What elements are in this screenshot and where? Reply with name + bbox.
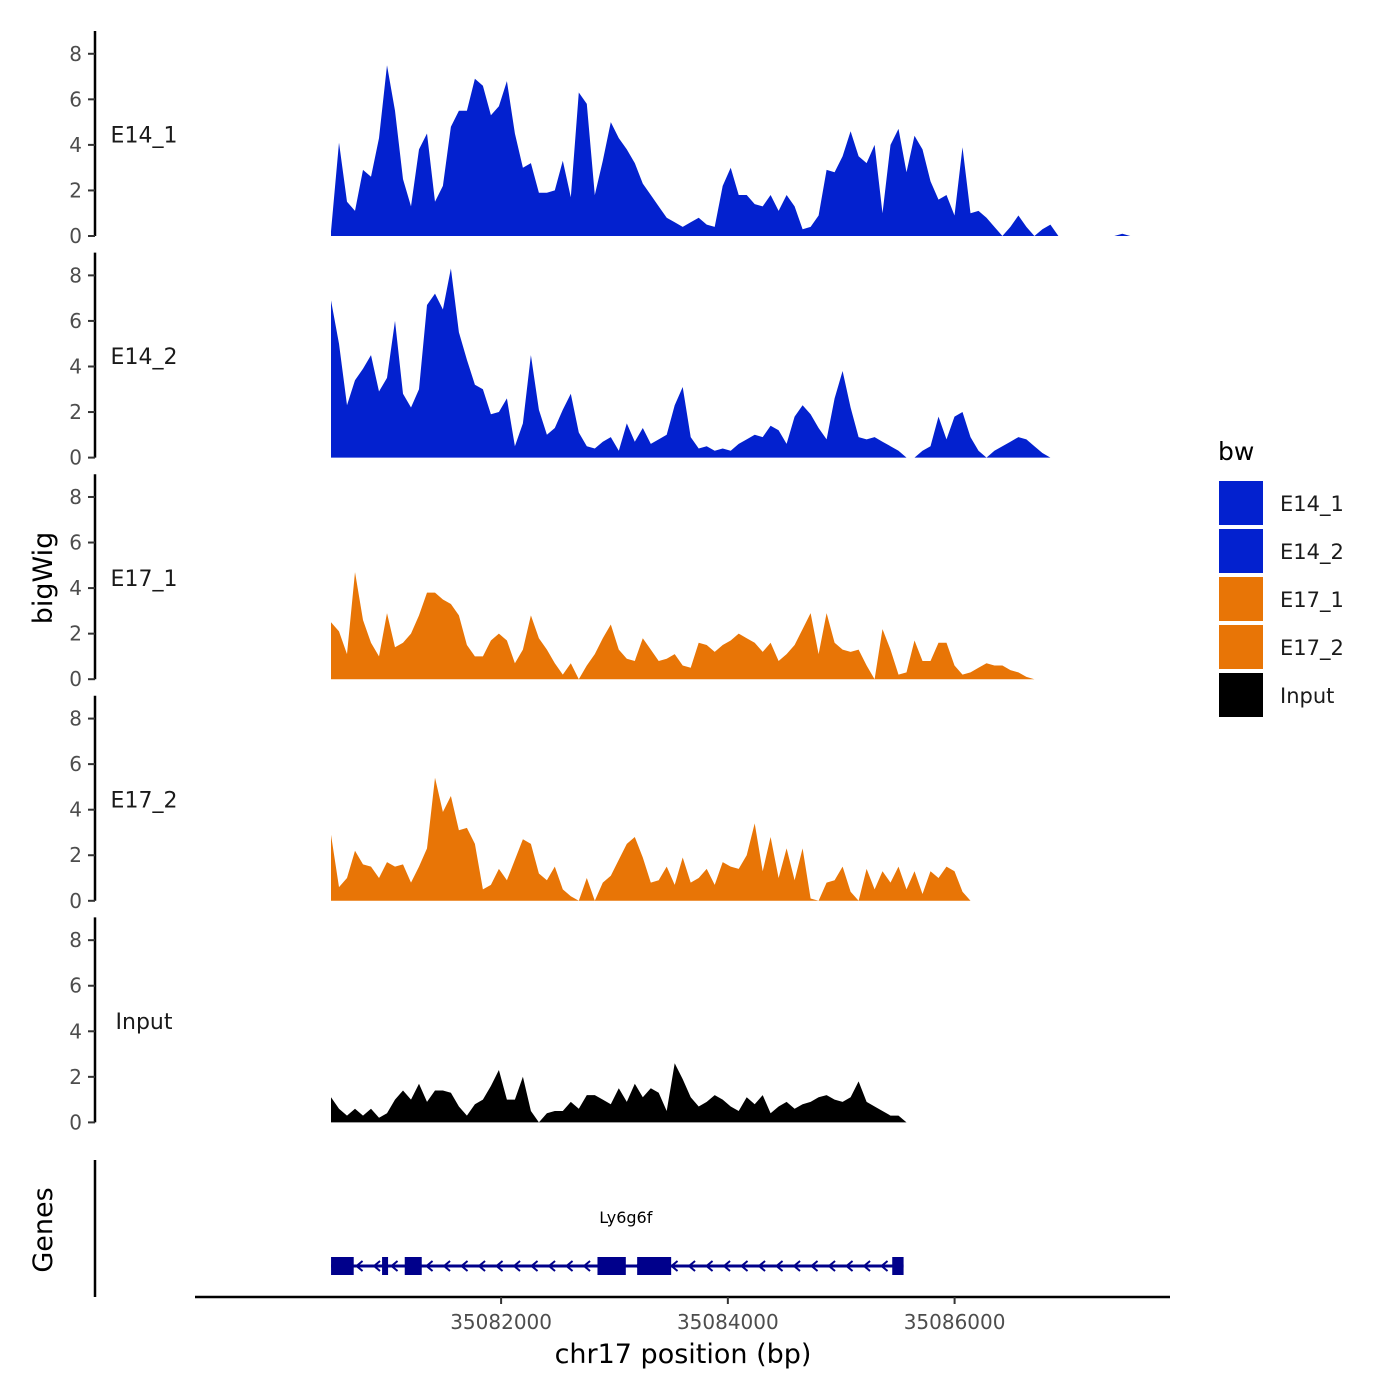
strand-arrow	[687, 1260, 696, 1272]
y-axis-title: bigWig	[28, 532, 59, 625]
coverage-area-E14_1	[331, 65, 1131, 236]
strand-arrow	[792, 1260, 801, 1272]
strand-arrow	[739, 1260, 749, 1272]
y-tick-label: 6	[69, 752, 82, 776]
y-tick-label: 4	[69, 354, 82, 378]
track-E14_2: 0 2 4 6 8 E14_2	[69, 252, 1131, 470]
strand-arrow	[547, 1260, 556, 1272]
y-tick-label: 2	[69, 622, 82, 646]
x-tick-label: 35082000	[450, 1310, 552, 1334]
y-tick-label: 2	[69, 178, 82, 202]
legend-label-E14_1: E14_1	[1280, 492, 1344, 517]
legend-swatch-E14_2	[1219, 529, 1263, 573]
coverage-area-E17_2	[331, 777, 1131, 901]
strand-arrow	[442, 1260, 451, 1272]
track-label: E14_1	[111, 124, 178, 149]
gene-exon	[382, 1257, 389, 1275]
track-label: Input	[116, 1010, 173, 1035]
legend-label-Input: Input	[1280, 684, 1334, 708]
y-tick-label: 2	[69, 1065, 82, 1089]
track-E14_1: 0 2 4 6 8 E14_1	[69, 31, 1131, 248]
x-axis-title: chr17 position (bp)	[555, 1339, 812, 1370]
y-tick-label: 6	[69, 87, 82, 111]
strand-arrow	[669, 1260, 679, 1272]
legend-label-E14_2: E14_2	[1280, 540, 1344, 565]
strand-arrow	[477, 1260, 486, 1272]
strand-arrow	[529, 1260, 539, 1272]
coverage-area-E17_1	[331, 572, 1131, 680]
coverage-area-Input	[331, 1063, 1131, 1123]
strand-arrow	[512, 1260, 521, 1272]
strand-arrow	[809, 1260, 819, 1272]
legend-swatch-E17_1	[1219, 577, 1263, 621]
y-tick-label: 0	[69, 1110, 82, 1134]
track-label: E14_2	[111, 345, 178, 370]
gene-exon	[637, 1257, 672, 1275]
y-tick-label: 2	[69, 843, 82, 867]
strand-arrow	[459, 1260, 469, 1272]
y-tick-label: 4	[69, 1019, 82, 1043]
legend-label-E17_1: E17_1	[1280, 588, 1344, 613]
y-tick-label: 6	[69, 531, 82, 555]
strand-arrow	[774, 1260, 784, 1272]
y-tick-label: 8	[69, 928, 82, 952]
genes-panel: Ly6g6f	[93, 1160, 904, 1297]
y-tick-label: 2	[69, 400, 82, 424]
y-tick-label: 8	[69, 263, 82, 287]
track-panels: 0 2 4 6 8 E14_1 0 2 4 6 8 E14_2 0 2 4 6 8 E17_1 0 2 4 6 8 E17_2…	[69, 31, 1131, 1134]
legend-swatch-E17_2	[1219, 625, 1263, 669]
strand-arrow	[879, 1260, 889, 1272]
y-tick-label: 4	[69, 798, 82, 822]
strand-arrow	[722, 1260, 731, 1272]
track-E17_1: 0 2 4 6 8 E17_1	[69, 474, 1131, 691]
y-tick-label: 8	[69, 42, 82, 66]
strand-arrow	[862, 1260, 871, 1272]
gene-exon	[892, 1257, 904, 1275]
track-Input: 0 2 4 6 8 Input	[69, 917, 1131, 1134]
strand-arrow	[564, 1260, 574, 1272]
legend-swatch-E14_1	[1219, 481, 1263, 525]
y-tick-label: 4	[69, 133, 82, 157]
gene-exon	[597, 1257, 626, 1275]
y-tick-label: 6	[69, 309, 82, 333]
y-tick-label: 4	[69, 576, 82, 600]
y-tick-label: 0	[69, 446, 82, 470]
x-axis: 35082000 35084000 35086000	[195, 1295, 1170, 1334]
gene-exon	[331, 1257, 354, 1275]
coverage-area-E14_2	[331, 268, 1131, 458]
strand-arrow	[827, 1260, 836, 1272]
y-tick-label: 8	[69, 485, 82, 509]
strand-arrow	[704, 1260, 714, 1272]
y-tick-label: 0	[69, 224, 82, 248]
strand-arrow	[844, 1260, 854, 1272]
gene-label: Ly6g6f	[599, 1208, 652, 1227]
strand-arrow	[389, 1260, 399, 1272]
track-label: E17_2	[111, 788, 178, 813]
y-tick-label: 0	[69, 889, 82, 913]
x-tick-label: 35086000	[904, 1310, 1006, 1334]
strand-arrow	[354, 1260, 364, 1272]
y-tick-label: 6	[69, 974, 82, 998]
track-E17_2: 0 2 4 6 8 E17_2	[69, 695, 1131, 913]
strand-arrow	[372, 1260, 381, 1272]
strand-arrow	[582, 1260, 591, 1272]
track-label: E17_1	[111, 567, 178, 592]
legend-swatch-Input	[1219, 673, 1263, 717]
legend-title: bw	[1218, 437, 1254, 466]
y-tick-label: 0	[69, 667, 82, 691]
strand-arrow	[494, 1260, 504, 1272]
gene-exon	[404, 1257, 422, 1275]
genes-axis-title: Genes	[28, 1187, 59, 1272]
x-tick-label: 35084000	[677, 1310, 779, 1334]
strand-arrow	[757, 1260, 766, 1272]
legend-label-E17_2: E17_2	[1280, 636, 1344, 661]
strand-arrow	[424, 1260, 434, 1272]
legend: bw E14_1 E14_2 E17_1 E17_2 Input	[1218, 437, 1344, 717]
y-tick-label: 8	[69, 707, 82, 731]
